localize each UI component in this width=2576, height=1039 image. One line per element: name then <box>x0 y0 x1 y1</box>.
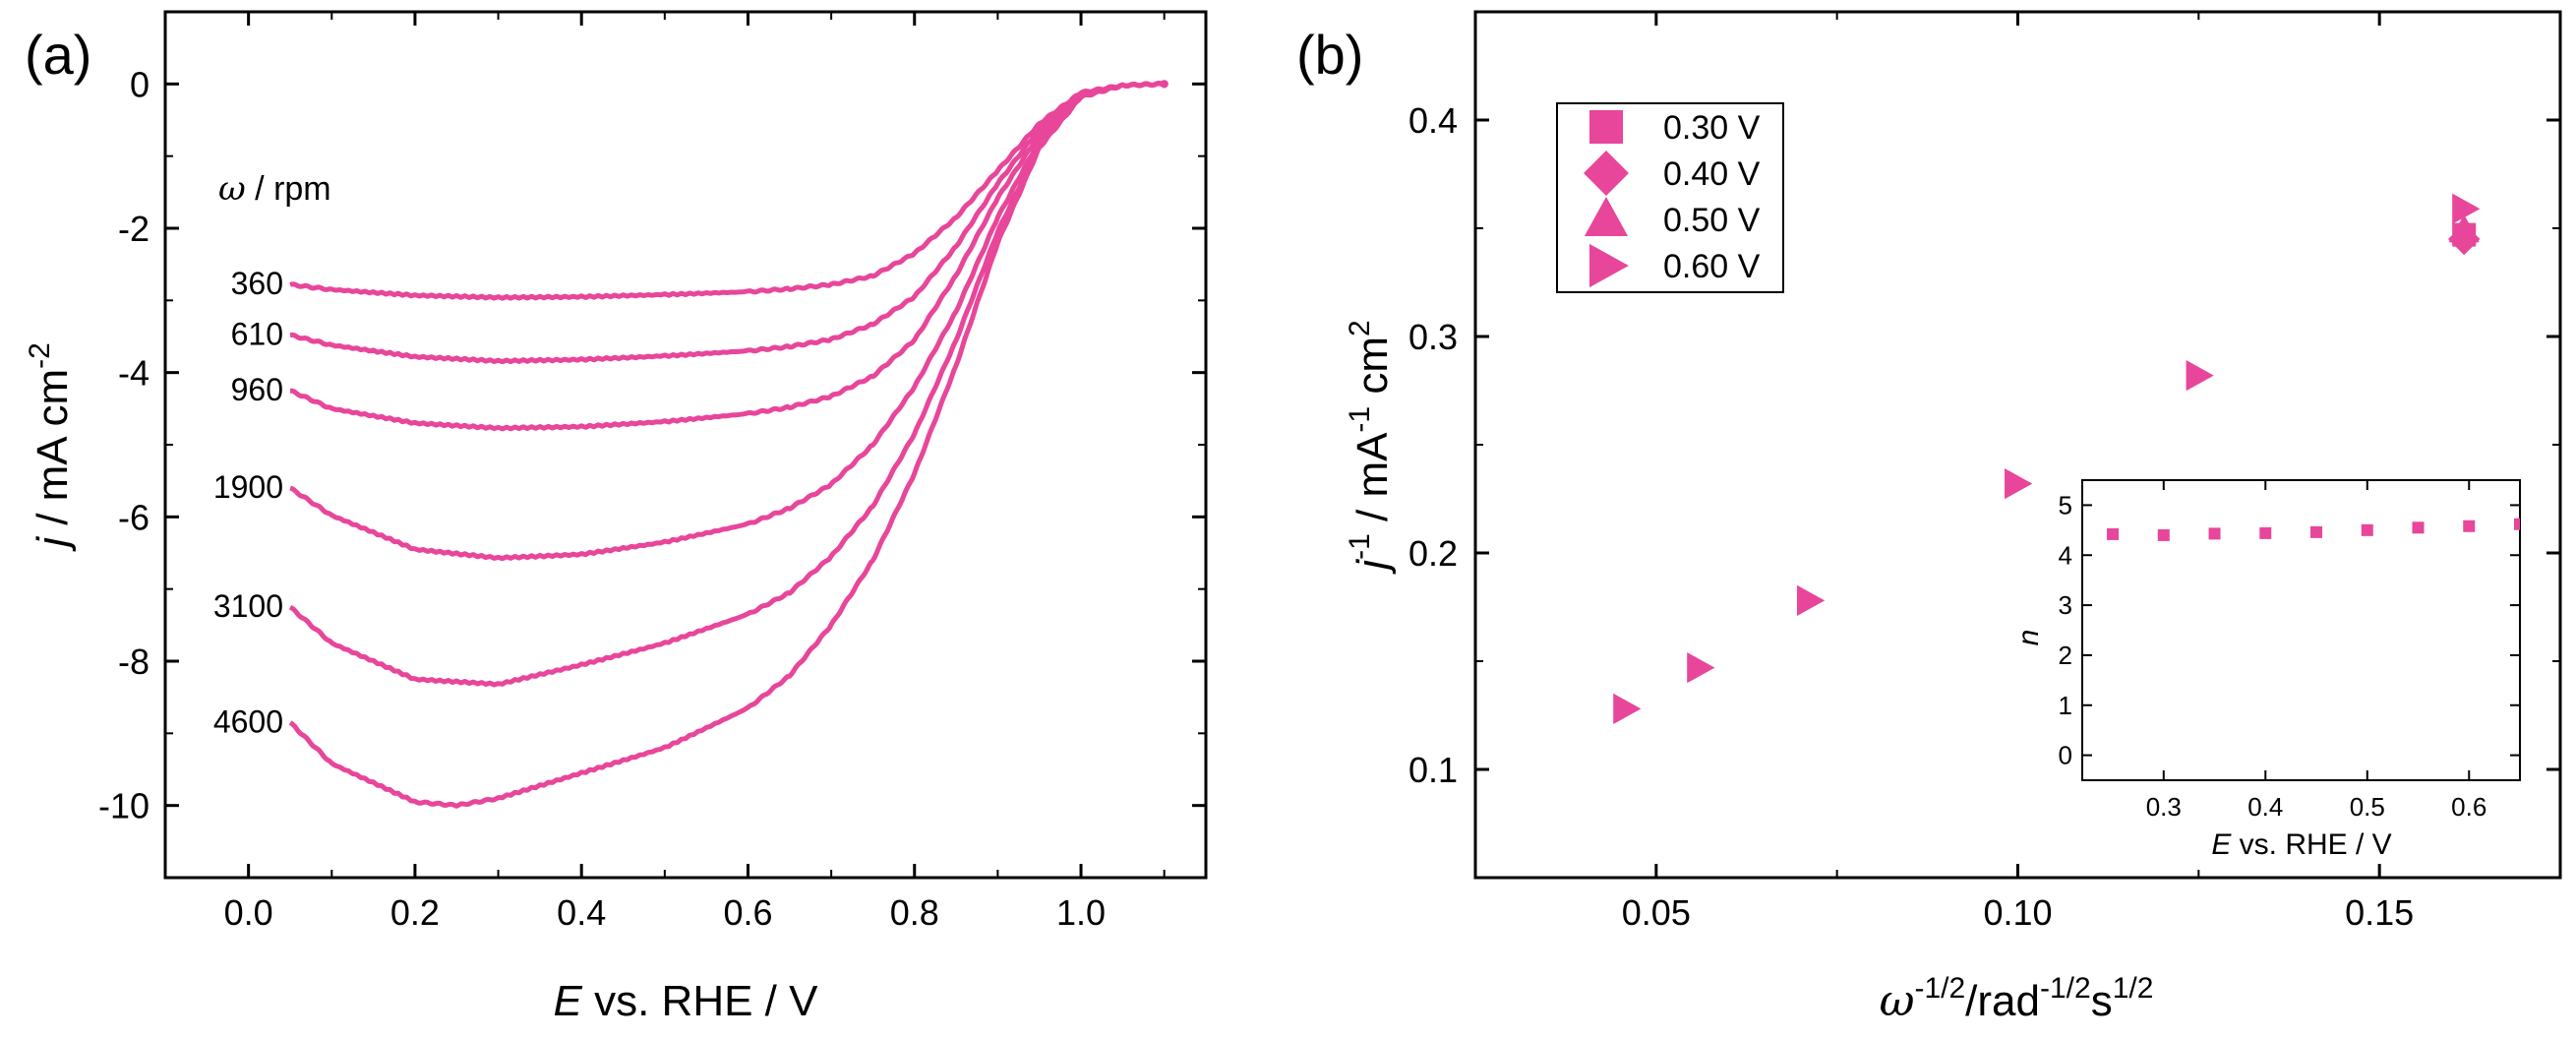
legend-label: 0.60 V <box>1663 248 1761 285</box>
curve-end-point <box>1160 80 1168 89</box>
plot-frame-a <box>163 10 1208 880</box>
curves-a <box>288 80 1168 809</box>
inset-data-point <box>2208 527 2221 540</box>
panel-label-b: (b) <box>1296 24 1363 86</box>
inset-y-tick-label: 3 <box>2059 590 2072 620</box>
inset-data-point <box>2412 521 2425 534</box>
inset-y-ticks: 0 1 2 3 4 5 <box>2059 490 2520 770</box>
y-tick-label-a: -6 <box>118 497 150 537</box>
data-point-triangle-right <box>2186 360 2214 392</box>
x-axis-title-b: ω-1/2/rad-1/2s1/2 <box>1880 972 2154 1026</box>
legend: 0.30 V 0.40 V 0.50 V 0.60 V <box>1556 102 1784 293</box>
data-point-triangle-right <box>1796 584 1826 616</box>
curve-label-610: 610 <box>231 317 283 352</box>
y-ticks-b: 0.1 0.2 0.3 0.4 <box>1408 11 2560 879</box>
inset-data-point <box>2514 518 2520 530</box>
x-axis-title-a: E vs. RHE / V <box>554 977 819 1025</box>
y-tick-label-a: -8 <box>118 642 150 682</box>
inset-x-axis-title: E vs. RHE / V <box>2211 828 2391 861</box>
inset-data-point <box>2463 520 2476 532</box>
data-point-triangle-right <box>1613 693 1642 724</box>
x-tick-label-a: 0.2 <box>390 892 440 933</box>
curve-360-rpm <box>289 81 1166 301</box>
curve-1900-rpm <box>289 81 1166 562</box>
curve-4600-rpm <box>288 81 1166 809</box>
inset-y-axis-title: n <box>2012 630 2045 646</box>
y-tick-label-a: -10 <box>98 786 150 826</box>
inset-y-tick-label: 5 <box>2059 490 2072 520</box>
inset-y-tick-label: 0 <box>2059 741 2072 770</box>
y-tick-label-b: 0.4 <box>1408 100 1458 141</box>
curve-610-rpm <box>289 81 1166 365</box>
curve-label-1900: 1900 <box>213 469 283 505</box>
curve-label-960: 960 <box>231 372 283 407</box>
y-axis-title-a: j / mA cm-2 <box>24 342 77 552</box>
panel-b: (b) 0.05 0.10 0.15 0.10.20.30.4 0.30 V0.40… <box>1296 10 2562 1026</box>
legend-marker-triangle-right <box>1589 243 1629 288</box>
inset-x-tick-label: 0.6 <box>2451 792 2486 822</box>
legend-marker-diamond <box>1584 151 1629 196</box>
inset-points <box>2107 518 2520 541</box>
legend-label: 0.30 V <box>1663 109 1761 147</box>
inset-data-point <box>2361 523 2373 536</box>
inset-data-point <box>2259 526 2272 539</box>
inset-x-tick-label: 0.5 <box>2350 792 2385 822</box>
y-axis-title-b: j-1 / mA-1 cm2 <box>1344 320 1397 574</box>
inset-y-tick-label: 2 <box>2059 641 2072 670</box>
inset-data-point <box>2310 525 2323 538</box>
inset-y-tick-label: 4 <box>2059 540 2072 570</box>
inset-data-point <box>2157 528 2170 541</box>
y-tick-label-a: -2 <box>118 209 150 249</box>
inset-y-tick-label: 1 <box>2059 691 2072 720</box>
y-tick-label-b: 0.1 <box>1408 750 1458 790</box>
y-tick-label-b: 0.3 <box>1408 317 1458 357</box>
y-ticks-a: 0 -2 -4 -6 -8 -10 <box>98 11 1206 879</box>
inset-x-tick-label: 0.3 <box>2146 792 2182 822</box>
legend-items: 0.30 V 0.40 V 0.50 V 0.60 V <box>1584 109 1761 288</box>
x-tick-label-a: 0.4 <box>557 892 606 933</box>
y-tick-label-a: -4 <box>118 353 150 394</box>
curve-label-3100: 3100 <box>213 588 283 624</box>
panel-a: (a) 0.0 0.2 0.4 0.6 0.8 1.0 0 -2 -4 -6 -8 -10 360 6… <box>24 10 1208 1025</box>
legend-marker-triangle-up <box>1584 197 1629 236</box>
inset-plot: 0.3 0.4 0.5 0.6 0 1 2 3 4 5 E vs. RHE / V n <box>2012 479 2521 861</box>
data-point-triangle-right <box>1687 652 1715 684</box>
rpm-unit: / rpm <box>246 170 331 208</box>
curve-960-rpm <box>289 81 1166 432</box>
y-tick-label-a: 0 <box>130 64 150 104</box>
points-b <box>1613 193 2481 724</box>
data-point-triangle-up <box>2448 214 2480 243</box>
x-tick-label-a: 1.0 <box>1056 892 1106 933</box>
curve-labels-a: 360 610 960 1900 3100 4600 <box>213 266 283 739</box>
x-tick-label-b: 0.15 <box>2345 892 2414 933</box>
inset-x-tick-label: 0.4 <box>2247 792 2283 822</box>
x-ticks-b: 0.05 0.10 0.15 <box>1474 12 2561 933</box>
data-point-triangle-right <box>2452 193 2481 224</box>
y-tick-label-b: 0.2 <box>1408 533 1458 574</box>
inset-x-ticks: 0.3 0.4 0.5 0.6 <box>2146 480 2486 822</box>
data-point-triangle-right <box>2005 468 2033 500</box>
x-tick-label-a: 0.8 <box>890 892 939 933</box>
panel-label-a: (a) <box>25 24 91 86</box>
x-ticks-a: 0.0 0.2 0.4 0.6 0.8 1.0 <box>164 12 1166 933</box>
inset-data-point <box>2107 527 2120 540</box>
x-tick-label-a: 0.6 <box>723 892 772 933</box>
x-tick-label-a: 0.0 <box>224 892 273 933</box>
curve-3100-rpm <box>288 81 1166 688</box>
legend-label: 0.50 V <box>1663 202 1761 239</box>
legend-label: 0.40 V <box>1663 155 1761 193</box>
rotation-speed-header: ω / rpm <box>218 169 331 209</box>
legend-marker-square <box>1589 110 1623 144</box>
x-tick-label-b: 0.05 <box>1622 892 1691 933</box>
x-tick-label-b: 0.10 <box>1983 892 2052 933</box>
omega-symbol: ω <box>218 169 246 209</box>
curve-label-360: 360 <box>231 266 283 301</box>
curve-label-4600: 4600 <box>213 703 283 739</box>
inset-frame <box>2081 479 2521 781</box>
